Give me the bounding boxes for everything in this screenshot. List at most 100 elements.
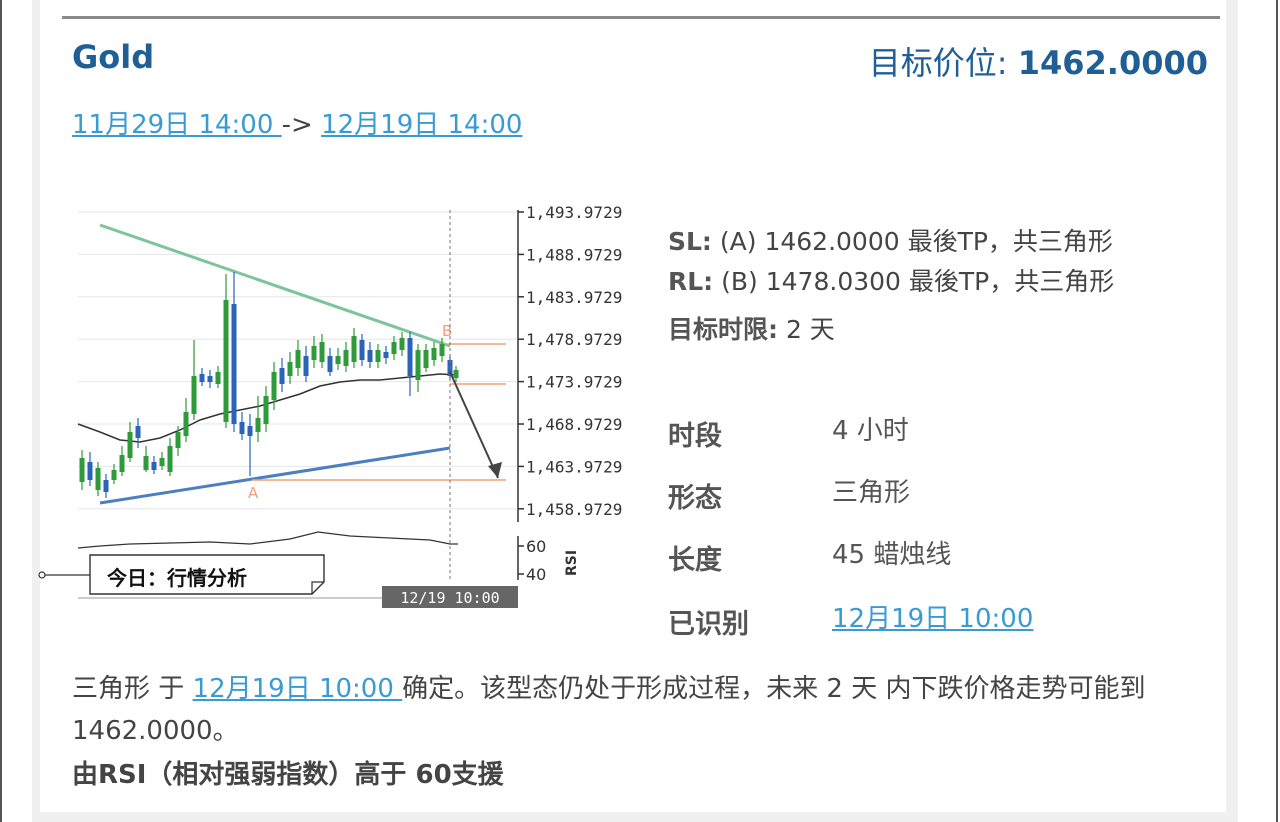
candle-body — [143, 456, 149, 470]
candle-body — [351, 336, 357, 362]
price-tick-label: 1,493.9729 — [526, 203, 622, 222]
candle-body — [95, 468, 101, 490]
range-end-link[interactable]: 12月19日 14:00 — [321, 110, 523, 140]
callout-pin-icon — [38, 571, 46, 579]
price-tick-label: 1,458.9729 — [526, 500, 622, 519]
rsi-line — [77, 531, 458, 549]
target-value: 1462.0000 — [1017, 44, 1208, 82]
candle-body — [375, 350, 381, 362]
target-label: 目标价位: — [868, 44, 1008, 82]
sl-row: SL: (A) 1462.0000 最後TP，共三角形 — [668, 222, 1113, 258]
prop-value-identified-link[interactable]: 12月19日 10:00 — [832, 604, 1034, 634]
time-label: 12/19 10:00 — [400, 589, 499, 607]
header-divider — [62, 16, 1220, 19]
candle-body — [303, 356, 309, 376]
desc-part1: 三角形 于 — [72, 674, 193, 704]
candle-body — [87, 462, 93, 480]
rsi-tick-60-label: 60 — [526, 537, 546, 556]
candlesticks — [79, 272, 459, 498]
moving-average-line — [77, 373, 459, 443]
price-tick-label: 1,478.9729 — [526, 330, 622, 349]
candle-body — [151, 462, 157, 470]
candle-body — [167, 446, 173, 472]
candle-body — [367, 350, 373, 362]
candle-body — [335, 356, 341, 364]
candle-body — [255, 418, 261, 432]
candle-body — [199, 374, 205, 382]
price-tick-label: 1,468.9729 — [526, 415, 622, 434]
rl-row: RL: (B) 1478.0300 最後TP，共三角形 — [668, 262, 1114, 298]
candle-body — [239, 422, 245, 434]
candle-body — [119, 455, 125, 472]
time-limit-row: 目标时限: 2 天 — [668, 310, 835, 346]
candle-body — [135, 426, 141, 438]
rl-label: RL: — [668, 267, 714, 296]
candle-body — [383, 352, 389, 358]
candle-body — [391, 342, 397, 354]
forecast-arrowhead — [488, 462, 502, 478]
upper-trendline — [99, 223, 451, 348]
candle-body — [111, 470, 117, 480]
time-label-box — [382, 586, 518, 608]
sl-label: SL: — [668, 227, 712, 256]
candle-body — [439, 344, 445, 356]
prop-label-length: 长度 — [668, 545, 722, 576]
rsi-axis-label: RSI — [564, 550, 580, 576]
candle-body — [79, 458, 85, 482]
target-price: 目标价位: 1462.0000 — [869, 38, 1208, 84]
candle-body — [453, 370, 459, 378]
pattern-description: 三角形 于 12月19日 10:00 确定。该型态仍处于形成过程，未来 2 天 … — [72, 668, 1212, 752]
candle-body — [207, 376, 213, 382]
time-limit-value: 2 天 — [785, 315, 835, 344]
candle-body — [231, 304, 237, 424]
rsi-note: 由RSI（相对强弱指数）高于 60支援 — [72, 760, 504, 790]
callout-fold-icon — [311, 581, 324, 594]
candle-body — [263, 396, 269, 424]
candle-body — [247, 426, 253, 436]
pattern-chart[interactable]: 1,493.9729 1,488.9729 1,483.9729 1,478.9729… — [30, 200, 650, 620]
point-a-label: A — [248, 484, 259, 502]
candle-body — [183, 412, 189, 436]
forecast-arrow — [449, 371, 499, 479]
price-ticks: 1,493.9729 1,488.9729 1,483.9729 1,478.9729… — [518, 203, 622, 519]
candle-body — [359, 340, 365, 360]
window-edge-right — [1276, 0, 1278, 822]
candle-body — [327, 356, 333, 372]
chart-svg: 1,493.9729 1,488.9729 1,483.9729 1,478.9729… — [38, 203, 622, 608]
candle-body — [415, 350, 421, 380]
desc-part2: 确定。该型态仍处于形成过程，未来 2 天 内下跌价格走势可能到 1462.000… — [72, 674, 1146, 746]
symbol-title: Gold — [72, 38, 155, 76]
candle-body — [127, 432, 133, 458]
range-start-link[interactable]: 11月29日 14:00 — [72, 110, 282, 140]
candle-body — [175, 432, 181, 448]
chart-grid — [78, 211, 518, 510]
callout-box[interactable] — [89, 554, 325, 595]
candle-body — [343, 350, 349, 366]
price-tick-label: 1,473.9729 — [526, 373, 622, 392]
candle-body — [159, 458, 165, 466]
prop-value-period: 4 小时 — [832, 416, 909, 446]
price-tick-label: 1,463.9729 — [526, 457, 622, 476]
desc-date-link[interactable]: 12月19日 10:00 — [192, 674, 403, 704]
prop-label-identified: 已识别 — [668, 609, 749, 640]
range-arrow: -> — [281, 110, 313, 140]
sl-text: (A) 1462.0000 最後TP，共三角形 — [719, 227, 1113, 256]
candle-body — [215, 372, 221, 384]
prop-label-pattern: 形态 — [668, 483, 722, 514]
candle-body — [407, 338, 413, 376]
candle-body — [271, 372, 277, 400]
lower-trendline — [99, 446, 451, 505]
candle-body — [423, 350, 429, 368]
candle-body — [319, 342, 325, 362]
candle-body — [103, 480, 109, 492]
time-limit-label: 目标时限: — [668, 315, 778, 344]
rsi-tick-40-label: 40 — [526, 565, 546, 584]
candle-body — [295, 350, 301, 368]
window-edge-left — [0, 0, 2, 822]
candle-body — [311, 346, 317, 360]
price-tick-label: 1,488.9729 — [526, 245, 622, 264]
candle-body — [279, 368, 285, 384]
candle-body — [191, 376, 197, 414]
candle-body — [223, 300, 229, 422]
date-range: 11月29日 14:00 -> 12月19日 14:00 — [72, 104, 522, 141]
